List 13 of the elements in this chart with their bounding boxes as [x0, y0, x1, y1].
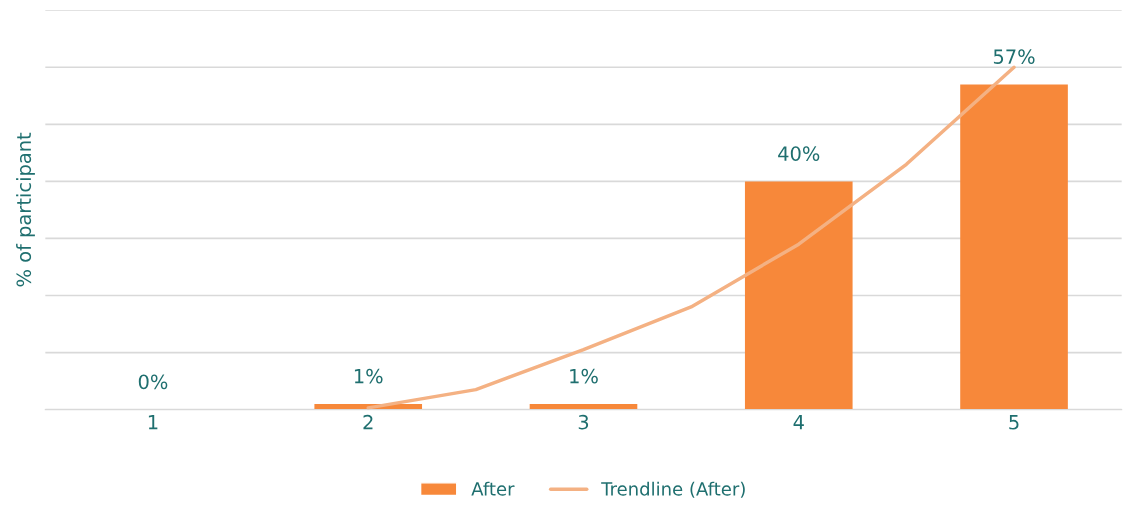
data-label: 57%	[993, 49, 1035, 64]
x-tick-label: 3	[578, 414, 589, 430]
x-tick-label: 2	[363, 414, 373, 430]
legend-label: Trendline (After)	[601, 481, 745, 498]
legend-label: After	[471, 481, 515, 496]
x-tick-label: 4	[793, 415, 804, 430]
x-tick-label: 1	[148, 415, 158, 430]
x-tick-label: 5	[1009, 415, 1019, 430]
data-label: 40%	[778, 146, 820, 161]
data-label: 1%	[354, 368, 383, 384]
data-label: 1%	[570, 368, 598, 384]
data-label: 0%	[138, 374, 168, 390]
y-axis-title: % of participant	[16, 132, 35, 287]
